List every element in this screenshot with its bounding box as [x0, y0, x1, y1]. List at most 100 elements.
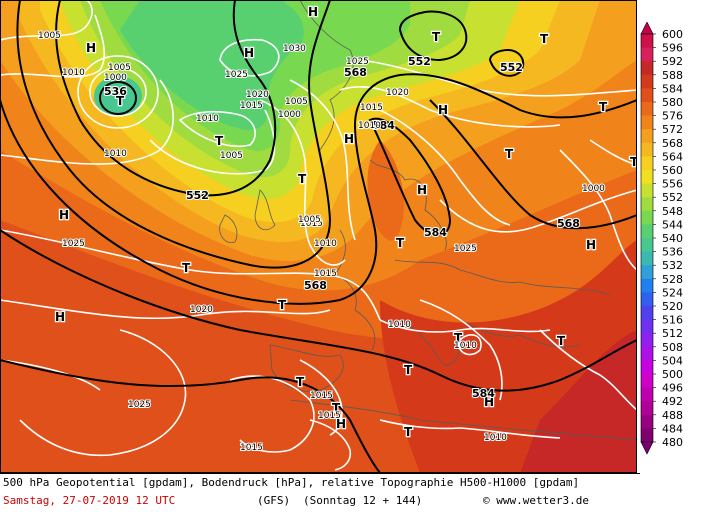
geopotential-labels: 536 552 552 552 568 568 584 584 568 584	[103, 54, 581, 401]
legend-label: 556	[662, 178, 683, 191]
contour-label: 536	[104, 85, 127, 98]
isobar-label: 1005	[285, 97, 308, 107]
isobar-label: 1005	[38, 31, 61, 41]
legend-swatch	[641, 414, 653, 429]
high-marker: H	[55, 310, 65, 324]
legend-swatch	[641, 102, 653, 117]
legend-label: 484	[662, 422, 683, 435]
legend-arrow-top	[640, 22, 654, 35]
legend-swatch	[641, 115, 653, 130]
isobar-label: 1025	[225, 70, 248, 80]
legend-label: 512	[662, 327, 683, 340]
legend-label: 536	[662, 246, 683, 259]
legend-label: 532	[662, 259, 683, 272]
legend-swatch	[641, 401, 653, 416]
legend-label: 492	[662, 395, 683, 408]
geopotential-contours	[0, 0, 637, 473]
legend-label: 480	[662, 436, 683, 449]
isobars	[0, 0, 637, 471]
low-marker: T	[296, 375, 305, 389]
legend-label: 528	[662, 273, 683, 286]
isobar-label: 1010	[484, 433, 507, 443]
legend-label: 544	[662, 218, 683, 231]
legend-label: 508	[662, 341, 683, 354]
high-marker: H	[59, 208, 69, 222]
high-marker: H	[417, 183, 427, 197]
legend-label: 600	[662, 28, 683, 41]
low-marker: T	[215, 134, 224, 148]
legend-arrow-bottom	[640, 441, 654, 455]
legend-swatch	[641, 278, 653, 293]
legend-swatch	[641, 428, 653, 443]
isobar-label: 1010	[388, 320, 411, 330]
legend-label: 580	[662, 96, 683, 109]
caption-copyright: © www.wetter3.de	[483, 494, 589, 507]
legend-label: 504	[662, 354, 683, 367]
legend-swatch	[641, 74, 653, 89]
legend-swatch	[641, 88, 653, 103]
isobar-label: 1005	[298, 215, 321, 225]
legend-label: 576	[662, 110, 683, 123]
legend-label: 548	[662, 205, 683, 218]
legend-swatch	[641, 61, 653, 76]
chart-caption: 500 hPa Geopotential [gpdam], Bodendruck…	[0, 473, 640, 514]
legend-swatch	[641, 183, 653, 198]
caption-description: 500 hPa Geopotential [gpdam], Bodendruck…	[3, 476, 580, 489]
caption-forecast: (Sonntag 12 + 144)	[303, 494, 423, 507]
legend-swatch	[641, 387, 653, 402]
legend-swatch	[641, 142, 653, 157]
legend-swatch	[641, 251, 653, 266]
legend-swatch	[641, 129, 653, 144]
isobar-label: 1010	[454, 341, 477, 351]
legend-swatch	[641, 265, 653, 280]
legend-label: 568	[662, 137, 683, 150]
legend-swatch	[641, 170, 653, 185]
high-marker: H	[484, 395, 494, 409]
low-marker: T	[505, 147, 514, 161]
topo-field-scandinavia	[367, 140, 404, 241]
contour-label: 584	[424, 226, 447, 239]
legend-label: 488	[662, 409, 683, 422]
legend-swatch	[641, 374, 653, 389]
low-marker: T	[278, 298, 287, 312]
legend-label: 560	[662, 164, 683, 177]
map-border	[0, 0, 637, 473]
contour-label: 568	[304, 279, 327, 292]
caption-meta: Samstag, 27-07-2019 12 UTC (GFS) (Sonnta…	[3, 494, 589, 507]
legend-label: 596	[662, 42, 683, 55]
legend-swatch	[641, 333, 653, 348]
low-marker: T	[298, 172, 307, 186]
legend-label: 524	[662, 286, 683, 299]
isobar-label: 1010	[196, 114, 219, 124]
low-marker: T	[540, 32, 549, 46]
legend-swatch	[641, 34, 653, 49]
isobar-labels: 1005 1010 1005 1000 1010 1030 1025 1025 …	[37, 30, 606, 454]
high-marker: H	[308, 5, 318, 19]
contour-label: 584	[472, 387, 495, 400]
legend-swatch	[641, 306, 653, 321]
legend-swatch	[641, 292, 653, 307]
color-scale-legend: 6005965925885845805765725685645605565525…	[640, 22, 683, 455]
contour-label: 552	[186, 189, 209, 202]
isobar-label: 1010	[104, 149, 127, 159]
caption-date: Samstag, 27-07-2019 12 UTC	[3, 494, 176, 507]
legend-swatch	[641, 319, 653, 334]
legend-label: 540	[662, 232, 683, 245]
isobar-label: 1000	[104, 73, 127, 83]
contour-label: 552	[500, 61, 523, 74]
contour-label: 584	[372, 119, 395, 132]
weather-map: H H H H H H H H H H H T T T T T T T T T …	[0, 0, 637, 473]
high-marker: H	[86, 41, 96, 55]
legend-swatch	[641, 156, 653, 171]
high-marker: H	[438, 103, 448, 117]
legend-swatch	[641, 360, 653, 375]
isobar-label: 1020	[246, 90, 269, 100]
isobar-label: 1025	[346, 57, 369, 67]
isobar-label: 1015	[318, 411, 341, 421]
isobar-label: 1005	[220, 151, 243, 161]
legend-swatch	[641, 47, 653, 62]
contour-label: 568	[557, 217, 580, 230]
legend-label: 588	[662, 69, 683, 82]
legend-label: 496	[662, 382, 683, 395]
low-marker: T	[332, 401, 341, 415]
